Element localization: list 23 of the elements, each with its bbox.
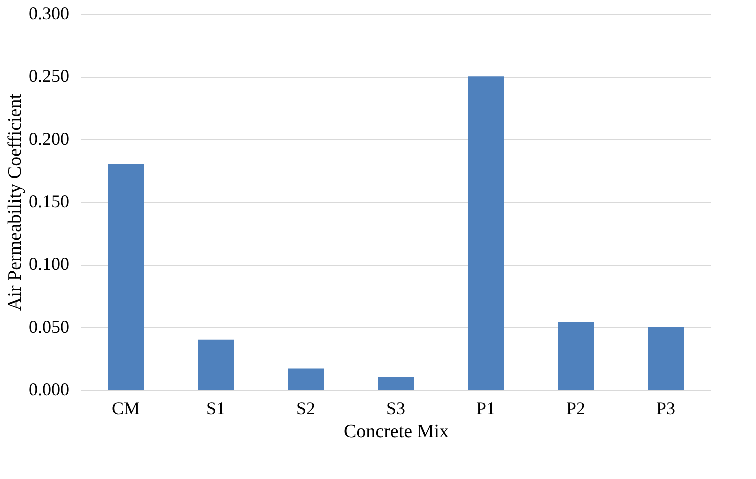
- bar: [558, 322, 594, 390]
- x-tick-label: S2: [296, 398, 316, 418]
- x-tick-label: P3: [656, 398, 676, 418]
- y-tick-label: 0.300: [29, 4, 70, 24]
- x-axis-title: Concrete Mix: [344, 422, 450, 442]
- y-tick-label: 0.000: [29, 380, 70, 400]
- y-tick-label: 0.100: [29, 254, 70, 274]
- x-tick-label: P2: [566, 398, 586, 418]
- bar: [288, 368, 324, 390]
- y-axis-title: Air Permeability Coefficient: [5, 93, 26, 312]
- bar: [198, 340, 234, 390]
- x-tick-label: S3: [386, 398, 406, 418]
- x-tick-label: S1: [206, 398, 226, 418]
- y-tick-label: 0.150: [29, 192, 70, 212]
- y-tick-label: 0.200: [29, 128, 70, 149]
- x-tick-label: CM: [112, 398, 140, 418]
- bar: [108, 164, 144, 390]
- y-tick-label: 0.250: [29, 66, 70, 86]
- bar: [378, 377, 414, 390]
- y-tick-label: 0.050: [29, 316, 70, 337]
- x-tick-label: P1: [476, 398, 496, 418]
- bar: [468, 76, 504, 390]
- bar: [648, 327, 684, 390]
